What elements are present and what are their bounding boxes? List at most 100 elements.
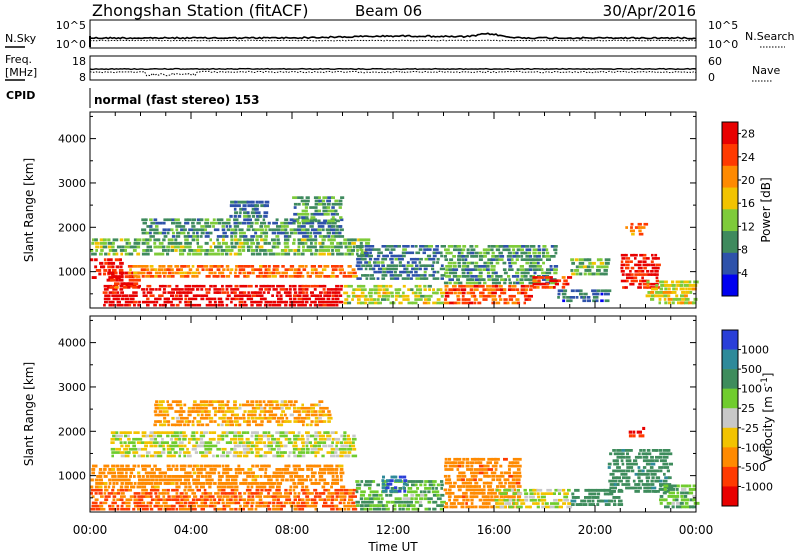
heatmap-cell xyxy=(251,294,258,297)
heatmap-cell xyxy=(179,403,183,407)
heatmap-cell xyxy=(246,211,250,215)
heatmap-cell xyxy=(507,258,513,261)
heatmap-cell xyxy=(187,231,190,235)
heatmap-cell xyxy=(121,245,125,249)
heatmap-cell xyxy=(208,471,215,475)
heatmap-cell xyxy=(482,468,488,471)
heatmap-cell xyxy=(659,459,664,463)
heatmap-cell xyxy=(275,235,280,238)
heatmap-cell xyxy=(334,437,341,441)
heatmap-cell xyxy=(498,275,503,278)
heatmap-cell xyxy=(137,471,141,475)
heatmap-cell xyxy=(310,265,316,268)
heatmap-cell xyxy=(119,258,122,262)
heatmap-cell xyxy=(636,430,642,434)
heatmap-cell xyxy=(242,403,248,407)
heatmap-cell xyxy=(465,478,471,482)
heatmap-cell xyxy=(115,447,121,451)
heatmap-cell xyxy=(447,495,452,499)
heatmap-cell xyxy=(414,500,420,504)
heatmap-cell xyxy=(259,410,266,413)
heatmap-cell xyxy=(390,487,394,490)
heatmap-cell xyxy=(304,485,309,489)
heatmap-cell xyxy=(107,261,113,265)
heatmap-cell xyxy=(179,495,183,498)
heatmap-cell xyxy=(364,248,371,251)
heatmap-cell xyxy=(237,471,243,475)
heatmap-cell xyxy=(335,228,339,232)
heatmap-cell xyxy=(444,258,449,261)
heatmap-cell xyxy=(262,431,268,434)
heatmap-cell xyxy=(369,245,375,248)
heatmap-cell xyxy=(275,245,280,249)
heatmap-cell xyxy=(330,209,336,213)
heatmap-cell xyxy=(458,284,463,288)
heatmap-cell xyxy=(288,451,292,454)
heatmap-cell xyxy=(343,441,349,444)
heatmap-cell xyxy=(289,231,294,235)
heatmap-cell xyxy=(267,268,271,271)
heatmap-cell xyxy=(90,478,94,482)
heatmap-cell xyxy=(516,505,522,509)
heatmap-cell xyxy=(470,488,475,492)
heatmap-cell xyxy=(301,219,307,223)
heatmap-cell xyxy=(398,504,402,507)
heatmap-cell xyxy=(111,464,116,468)
heatmap-cell xyxy=(292,196,298,199)
heatmap-cell xyxy=(527,294,533,298)
heatmap-cell xyxy=(128,303,132,307)
heatmap-cell xyxy=(178,454,181,458)
heatmap-cell xyxy=(617,503,624,506)
heatmap-cell xyxy=(676,484,680,488)
heatmap-cell xyxy=(233,403,237,407)
heatmap-cell xyxy=(132,249,137,252)
heatmap-cell xyxy=(254,284,258,288)
heatmap-cell xyxy=(312,444,318,448)
heatmap-cell xyxy=(183,498,190,501)
heatmap-cell xyxy=(634,472,640,476)
heatmap-cell xyxy=(498,258,504,261)
heatmap-cell xyxy=(319,468,322,471)
heatmap-cell xyxy=(474,505,478,509)
heatmap-cell xyxy=(330,235,335,238)
heatmap-cell xyxy=(243,300,247,304)
heatmap-cell xyxy=(90,507,96,511)
heatmap-cell xyxy=(217,221,222,225)
heatmap-cell xyxy=(132,507,136,511)
heatmap-cell xyxy=(456,478,462,482)
heatmap-cell xyxy=(436,270,440,274)
heatmap-cell xyxy=(200,475,205,478)
heatmap-cell xyxy=(158,471,164,475)
heatmap-cell xyxy=(264,403,269,407)
heatmap-cell xyxy=(415,277,421,280)
heatmap-cell xyxy=(512,488,516,492)
heatmap-cell xyxy=(108,478,112,482)
heatmap-cell xyxy=(473,488,479,492)
heatmap-cell xyxy=(293,288,297,291)
heatmap-cell xyxy=(541,286,546,289)
heatmap-cell xyxy=(162,413,167,417)
heatmap-cell xyxy=(667,294,671,298)
heatmap-cell xyxy=(272,413,278,417)
heatmap-cell xyxy=(96,475,102,478)
heatmap-cell xyxy=(621,452,625,456)
heatmap-cell xyxy=(175,241,180,245)
heatmap-cell xyxy=(188,228,194,232)
heatmap-cell xyxy=(250,211,256,215)
heatmap-cell xyxy=(183,495,189,498)
heatmap-cell xyxy=(321,454,325,458)
heatmap-cell xyxy=(372,248,378,251)
heatmap-cell xyxy=(127,437,131,441)
heatmap-cell xyxy=(566,299,571,303)
heatmap-cell xyxy=(452,505,458,509)
heatmap-cell xyxy=(406,504,412,507)
heatmap-cell xyxy=(310,238,314,242)
heatmap-cell xyxy=(464,491,468,495)
heatmap-cell xyxy=(519,248,524,252)
heatmap-cell xyxy=(136,245,141,249)
heatmap-cell xyxy=(167,504,174,508)
heatmap-cell xyxy=(364,261,369,264)
heatmap-cell xyxy=(113,492,117,495)
heatmap-cell xyxy=(103,258,107,262)
heatmap-cell xyxy=(218,416,223,420)
